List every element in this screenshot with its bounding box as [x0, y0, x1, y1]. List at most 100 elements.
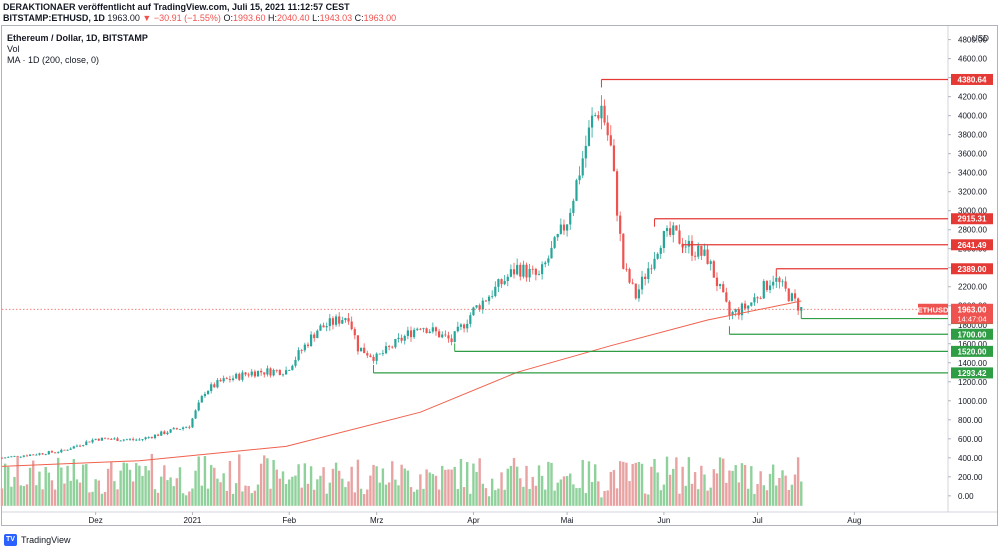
last-price: 1963.00	[107, 13, 140, 23]
volume-bar	[306, 483, 310, 506]
x-tick-label: Apr	[467, 516, 480, 525]
volume-bar	[484, 488, 488, 506]
volume-bar	[734, 465, 737, 506]
candle-body	[678, 230, 681, 244]
candle-body	[634, 283, 637, 299]
candle-body	[60, 449, 63, 453]
volume-bar	[191, 488, 194, 506]
volume-bar	[631, 463, 634, 506]
candle-body	[169, 429, 172, 433]
candle-body	[166, 432, 169, 435]
legend-ma[interactable]: MA · 1D (200, close, 0)	[7, 55, 100, 65]
volume-bar	[512, 457, 516, 506]
candle-body	[13, 455, 16, 457]
candle-body	[709, 261, 712, 264]
candle-body	[778, 277, 781, 283]
y-tick-label: 1600.00	[958, 340, 987, 349]
candle-body	[765, 281, 769, 291]
candle-body	[350, 321, 353, 330]
volume-bar	[291, 476, 294, 506]
volume-bar	[231, 493, 235, 506]
legend-volume[interactable]: Vol	[7, 44, 20, 54]
countdown-label: 14:47:04	[957, 314, 986, 323]
volume-bar	[653, 458, 656, 506]
candle-body	[225, 378, 228, 380]
resistance-price-tag	[951, 213, 993, 225]
candle-body	[63, 449, 66, 451]
volume-bar	[569, 473, 572, 506]
candle-body	[132, 438, 135, 440]
candle-body	[247, 374, 250, 376]
volume-bar	[266, 458, 269, 506]
candle-body	[260, 370, 263, 373]
legend-title[interactable]: Ethereum / Dollar, 1D, BITSTAMP	[7, 33, 148, 43]
volume-bar	[381, 468, 385, 506]
volume-bar	[497, 488, 500, 506]
volume-bar	[41, 489, 44, 506]
volume-bar	[441, 465, 444, 506]
volume-bar	[334, 462, 338, 506]
candle-body	[600, 105, 603, 119]
candle-body	[263, 372, 266, 375]
last-price-label: 1963.00	[958, 305, 987, 314]
footer-brand[interactable]: TradingView	[21, 535, 71, 545]
volume-bar	[50, 480, 54, 506]
candle-body	[103, 437, 107, 439]
candle-body	[157, 434, 160, 436]
candle-body	[82, 445, 85, 446]
open-label: O:	[223, 13, 233, 23]
candle-body	[519, 264, 522, 277]
y-tick-label: 3200.00	[958, 188, 987, 197]
candle-body	[759, 298, 762, 300]
volume-bar	[472, 463, 475, 506]
volume-bar	[500, 472, 503, 506]
candle-body	[797, 298, 800, 311]
volume-bar	[712, 469, 716, 506]
candle-body	[459, 324, 463, 327]
candle-body	[222, 378, 225, 382]
candle-body	[334, 316, 338, 325]
publisher-line: DERAKTIONAER veröffentlicht auf TradingV…	[3, 2, 350, 12]
volume-bar	[684, 485, 687, 506]
candle-body	[356, 335, 360, 352]
candle-body	[203, 393, 207, 397]
candle-body	[325, 326, 328, 328]
candle-body	[431, 327, 434, 332]
volume-bar	[509, 465, 513, 506]
candle-body	[416, 328, 419, 330]
volume-bar	[269, 488, 272, 506]
volume-bar	[175, 478, 179, 506]
candle-body	[244, 372, 247, 375]
volume-bar	[709, 487, 712, 506]
volume-bar	[347, 481, 350, 506]
candle-body	[481, 300, 484, 310]
volume-bar	[47, 472, 51, 506]
volume-bar	[60, 467, 63, 506]
volume-bar	[725, 482, 728, 506]
candle-body	[19, 456, 22, 458]
volume-bar	[384, 484, 388, 506]
candle-body	[397, 337, 400, 339]
candle-body	[69, 448, 72, 450]
chart-frame[interactable]	[1, 25, 998, 526]
low-value: 1943.03	[319, 13, 353, 23]
volume-bar	[213, 467, 216, 506]
volume-bar	[606, 490, 609, 506]
volume-bar	[409, 487, 413, 506]
volume-bar	[547, 461, 550, 506]
candle-body	[506, 276, 509, 282]
candle-body	[107, 438, 110, 440]
volume-bar	[0, 488, 4, 506]
candle-body	[441, 334, 444, 338]
candle-body	[57, 452, 60, 454]
candle-body	[434, 327, 438, 332]
volume-bar	[525, 465, 528, 506]
volume-bar	[697, 489, 700, 506]
volume-bar	[615, 488, 619, 506]
volume-bar	[444, 469, 447, 506]
low-label: L:	[312, 13, 320, 23]
candle-body	[491, 296, 494, 297]
volume-bar	[294, 475, 297, 506]
volume-bar	[506, 468, 509, 506]
